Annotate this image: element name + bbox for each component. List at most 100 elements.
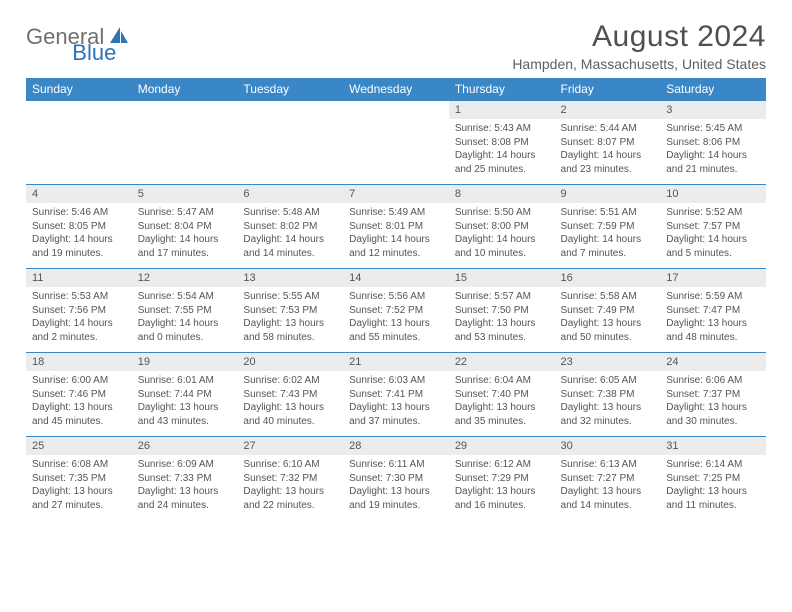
calendar-cell: 2Sunrise: 5:44 AMSunset: 8:07 PMDaylight… [555, 101, 661, 185]
day-details: Sunrise: 5:49 AMSunset: 8:01 PMDaylight:… [343, 203, 449, 266]
calendar-cell: 14Sunrise: 5:56 AMSunset: 7:52 PMDayligh… [343, 269, 449, 353]
day-number: 20 [237, 353, 343, 371]
day-details: Sunrise: 5:59 AMSunset: 7:47 PMDaylight:… [660, 287, 766, 350]
calendar-page: General Blue August 2024 Hampden, Massac… [0, 0, 792, 521]
calendar-cell [26, 101, 132, 185]
calendar-cell: 9Sunrise: 5:51 AMSunset: 7:59 PMDaylight… [555, 185, 661, 269]
day-number: 30 [555, 437, 661, 455]
calendar-cell: 25Sunrise: 6:08 AMSunset: 7:35 PMDayligh… [26, 437, 132, 521]
day-details: Sunrise: 6:01 AMSunset: 7:44 PMDaylight:… [132, 371, 238, 434]
day-number: 29 [449, 437, 555, 455]
weekday-header: Wednesday [343, 78, 449, 101]
calendar-cell: 27Sunrise: 6:10 AMSunset: 7:32 PMDayligh… [237, 437, 343, 521]
day-number: 5 [132, 185, 238, 203]
calendar-row: 1Sunrise: 5:43 AMSunset: 8:08 PMDaylight… [26, 101, 766, 185]
day-details: Sunrise: 6:00 AMSunset: 7:46 PMDaylight:… [26, 371, 132, 434]
day-details: Sunrise: 6:14 AMSunset: 7:25 PMDaylight:… [660, 455, 766, 518]
calendar-cell: 8Sunrise: 5:50 AMSunset: 8:00 PMDaylight… [449, 185, 555, 269]
day-details: Sunrise: 5:57 AMSunset: 7:50 PMDaylight:… [449, 287, 555, 350]
day-details: Sunrise: 6:04 AMSunset: 7:40 PMDaylight:… [449, 371, 555, 434]
calendar-cell: 4Sunrise: 5:46 AMSunset: 8:05 PMDaylight… [26, 185, 132, 269]
day-details: Sunrise: 6:12 AMSunset: 7:29 PMDaylight:… [449, 455, 555, 518]
header: General Blue August 2024 Hampden, Massac… [26, 20, 766, 72]
calendar-cell: 12Sunrise: 5:54 AMSunset: 7:55 PMDayligh… [132, 269, 238, 353]
calendar-cell: 30Sunrise: 6:13 AMSunset: 7:27 PMDayligh… [555, 437, 661, 521]
day-details: Sunrise: 5:55 AMSunset: 7:53 PMDaylight:… [237, 287, 343, 350]
weekday-header: Friday [555, 78, 661, 101]
calendar-cell: 11Sunrise: 5:53 AMSunset: 7:56 PMDayligh… [26, 269, 132, 353]
calendar-cell: 18Sunrise: 6:00 AMSunset: 7:46 PMDayligh… [26, 353, 132, 437]
calendar-row: 18Sunrise: 6:00 AMSunset: 7:46 PMDayligh… [26, 353, 766, 437]
calendar-table: Sunday Monday Tuesday Wednesday Thursday… [26, 78, 766, 521]
day-details: Sunrise: 5:48 AMSunset: 8:02 PMDaylight:… [237, 203, 343, 266]
calendar-cell: 1Sunrise: 5:43 AMSunset: 8:08 PMDaylight… [449, 101, 555, 185]
day-details: Sunrise: 6:08 AMSunset: 7:35 PMDaylight:… [26, 455, 132, 518]
day-details: Sunrise: 6:06 AMSunset: 7:37 PMDaylight:… [660, 371, 766, 434]
day-details: Sunrise: 6:11 AMSunset: 7:30 PMDaylight:… [343, 455, 449, 518]
day-number: 1 [449, 101, 555, 119]
day-details: Sunrise: 5:51 AMSunset: 7:59 PMDaylight:… [555, 203, 661, 266]
day-number: 21 [343, 353, 449, 371]
day-number: 2 [555, 101, 661, 119]
calendar-cell: 16Sunrise: 5:58 AMSunset: 7:49 PMDayligh… [555, 269, 661, 353]
title-block: August 2024 Hampden, Massachusetts, Unit… [512, 20, 766, 72]
day-number: 19 [132, 353, 238, 371]
day-details: Sunrise: 6:10 AMSunset: 7:32 PMDaylight:… [237, 455, 343, 518]
weekday-header: Tuesday [237, 78, 343, 101]
day-number: 9 [555, 185, 661, 203]
day-number: 16 [555, 269, 661, 287]
day-number: 13 [237, 269, 343, 287]
day-details: Sunrise: 5:43 AMSunset: 8:08 PMDaylight:… [449, 119, 555, 182]
day-details: Sunrise: 5:53 AMSunset: 7:56 PMDaylight:… [26, 287, 132, 350]
day-details: Sunrise: 5:54 AMSunset: 7:55 PMDaylight:… [132, 287, 238, 350]
day-number: 12 [132, 269, 238, 287]
calendar-cell: 13Sunrise: 5:55 AMSunset: 7:53 PMDayligh… [237, 269, 343, 353]
calendar-cell: 26Sunrise: 6:09 AMSunset: 7:33 PMDayligh… [132, 437, 238, 521]
day-details: Sunrise: 5:52 AMSunset: 7:57 PMDaylight:… [660, 203, 766, 266]
calendar-cell: 31Sunrise: 6:14 AMSunset: 7:25 PMDayligh… [660, 437, 766, 521]
day-number: 11 [26, 269, 132, 287]
calendar-cell [132, 101, 238, 185]
day-details: Sunrise: 6:13 AMSunset: 7:27 PMDaylight:… [555, 455, 661, 518]
day-number: 4 [26, 185, 132, 203]
day-number: 7 [343, 185, 449, 203]
weekday-header-row: Sunday Monday Tuesday Wednesday Thursday… [26, 78, 766, 101]
calendar-body: 1Sunrise: 5:43 AMSunset: 8:08 PMDaylight… [26, 101, 766, 521]
day-number: 17 [660, 269, 766, 287]
weekday-header: Monday [132, 78, 238, 101]
day-number: 15 [449, 269, 555, 287]
calendar-cell: 5Sunrise: 5:47 AMSunset: 8:04 PMDaylight… [132, 185, 238, 269]
day-details: Sunrise: 6:09 AMSunset: 7:33 PMDaylight:… [132, 455, 238, 518]
calendar-cell: 28Sunrise: 6:11 AMSunset: 7:30 PMDayligh… [343, 437, 449, 521]
day-number: 31 [660, 437, 766, 455]
day-number: 6 [237, 185, 343, 203]
calendar-cell: 3Sunrise: 5:45 AMSunset: 8:06 PMDaylight… [660, 101, 766, 185]
calendar-cell [237, 101, 343, 185]
day-number: 3 [660, 101, 766, 119]
day-details: Sunrise: 6:05 AMSunset: 7:38 PMDaylight:… [555, 371, 661, 434]
weekday-header: Sunday [26, 78, 132, 101]
day-number: 10 [660, 185, 766, 203]
location-text: Hampden, Massachusetts, United States [512, 56, 766, 72]
day-number: 8 [449, 185, 555, 203]
day-details: Sunrise: 5:46 AMSunset: 8:05 PMDaylight:… [26, 203, 132, 266]
calendar-cell: 20Sunrise: 6:02 AMSunset: 7:43 PMDayligh… [237, 353, 343, 437]
day-number: 26 [132, 437, 238, 455]
logo: General Blue [26, 20, 178, 50]
day-number: 23 [555, 353, 661, 371]
day-details: Sunrise: 6:03 AMSunset: 7:41 PMDaylight:… [343, 371, 449, 434]
calendar-row: 11Sunrise: 5:53 AMSunset: 7:56 PMDayligh… [26, 269, 766, 353]
calendar-cell: 10Sunrise: 5:52 AMSunset: 7:57 PMDayligh… [660, 185, 766, 269]
weekday-header: Saturday [660, 78, 766, 101]
calendar-cell: 22Sunrise: 6:04 AMSunset: 7:40 PMDayligh… [449, 353, 555, 437]
calendar-cell: 29Sunrise: 6:12 AMSunset: 7:29 PMDayligh… [449, 437, 555, 521]
day-details: Sunrise: 5:44 AMSunset: 8:07 PMDaylight:… [555, 119, 661, 182]
calendar-cell: 23Sunrise: 6:05 AMSunset: 7:38 PMDayligh… [555, 353, 661, 437]
calendar-row: 25Sunrise: 6:08 AMSunset: 7:35 PMDayligh… [26, 437, 766, 521]
calendar-cell: 7Sunrise: 5:49 AMSunset: 8:01 PMDaylight… [343, 185, 449, 269]
day-details: Sunrise: 6:02 AMSunset: 7:43 PMDaylight:… [237, 371, 343, 434]
month-title: August 2024 [512, 20, 766, 54]
calendar-cell: 24Sunrise: 6:06 AMSunset: 7:37 PMDayligh… [660, 353, 766, 437]
calendar-cell: 21Sunrise: 6:03 AMSunset: 7:41 PMDayligh… [343, 353, 449, 437]
day-number: 14 [343, 269, 449, 287]
